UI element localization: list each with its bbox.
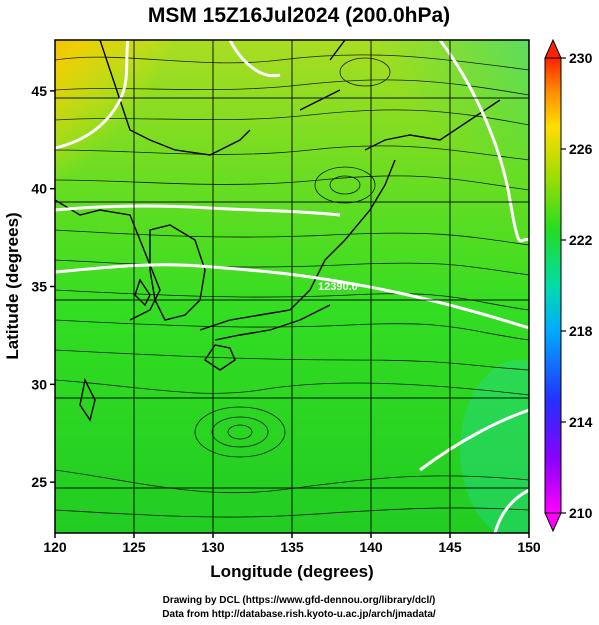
colorbar: 230 226 222 218 214 210 <box>544 38 593 533</box>
contour-label: 12390.0 <box>318 281 358 293</box>
x-axis-title: Longitude (degrees) <box>210 562 373 581</box>
x-tick-label: 150 <box>517 539 541 555</box>
colorbar-tick-label: 222 <box>569 232 593 248</box>
colorbar-top-arrow <box>544 38 562 59</box>
x-tick-label: 120 <box>43 539 67 555</box>
colorbar-tick-label: 218 <box>569 323 593 339</box>
cool-region-se <box>460 360 529 533</box>
y-tick-label: 30 <box>31 376 47 392</box>
y-tick-label: 45 <box>31 83 47 99</box>
gridlines <box>55 40 529 533</box>
colorbar-tick-label: 230 <box>569 50 593 66</box>
height-contours <box>55 40 529 533</box>
x-tick-label: 145 <box>438 539 462 555</box>
plot-area: 12390.0 <box>55 40 529 533</box>
y-tick-label: 25 <box>31 474 47 490</box>
colorbar-tick-label: 210 <box>569 505 593 521</box>
x-tick-label: 140 <box>359 539 383 555</box>
colorbar-ticks: 230 226 222 218 214 210 <box>561 50 593 521</box>
credit-line-1: Drawing by DCL (https://www.gfd-dennou.o… <box>163 595 436 606</box>
x-tick-label: 125 <box>122 539 146 555</box>
x-axis-ticks: 120 125 130 135 140 145 150 <box>43 533 541 555</box>
colorbar-bottom-arrow <box>544 512 562 533</box>
y-axis-title: Latitude (degrees) <box>3 212 22 359</box>
map-title: MSM 15Z16Jul2024 (200.0hPa) <box>148 4 450 27</box>
y-axis-ticks: 25 30 35 40 45 <box>31 83 55 490</box>
credit-line-2: Data from http://database.rish.kyoto-u.a… <box>162 609 436 620</box>
colorbar-tick-label: 226 <box>569 141 593 157</box>
x-tick-label: 135 <box>280 539 304 555</box>
colorbar-tick-label: 214 <box>569 414 593 430</box>
x-tick-label: 130 <box>201 539 225 555</box>
colorbar-body <box>544 57 562 514</box>
y-tick-label: 40 <box>31 181 47 197</box>
y-tick-label: 35 <box>31 279 47 295</box>
